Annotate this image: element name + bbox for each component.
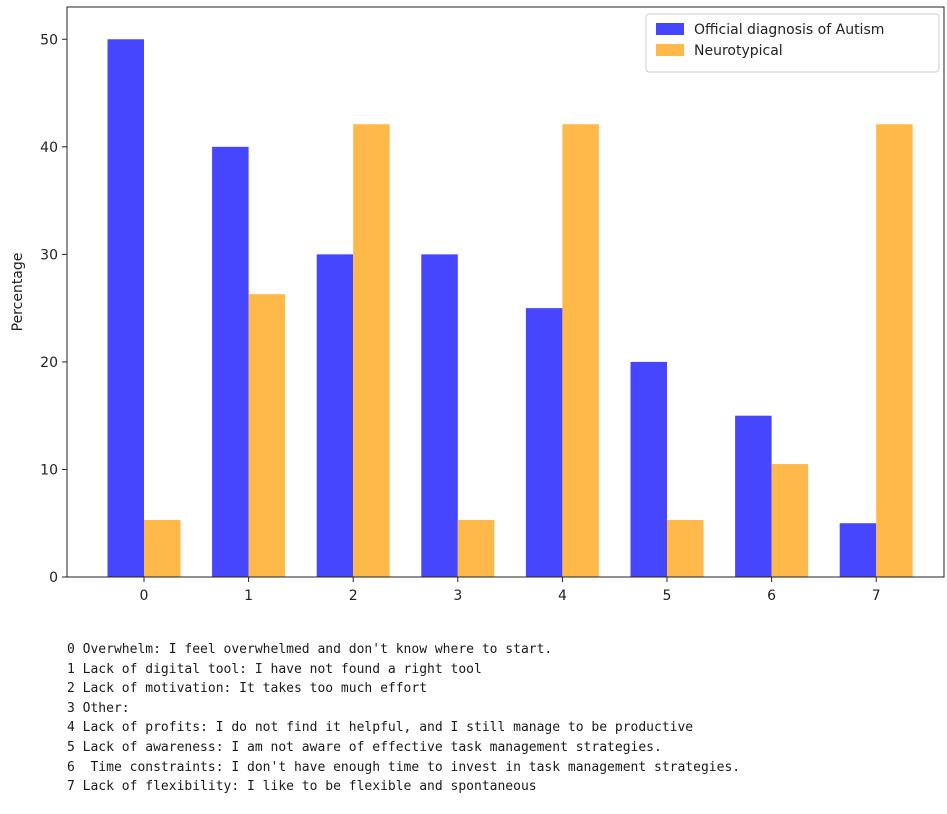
bar-autism-5 bbox=[630, 361, 667, 577]
x-tick-label: 1 bbox=[244, 588, 253, 604]
y-tick-label: 20 bbox=[40, 355, 58, 371]
bar-neurotypical-3 bbox=[457, 520, 495, 577]
bar-autism-3 bbox=[421, 254, 458, 577]
plot-frame bbox=[66, 6, 945, 578]
y-tick-label: 30 bbox=[40, 247, 58, 263]
bar-autism-6 bbox=[735, 415, 772, 577]
bar-neurotypical-6 bbox=[771, 464, 809, 577]
category-note: 6 Time constraints: I don't have enough … bbox=[67, 759, 741, 775]
bar-neurotypical-5 bbox=[667, 520, 704, 577]
category-note: 3 Other: bbox=[67, 700, 130, 716]
bar-neurotypical-4 bbox=[562, 124, 599, 578]
category-note: 7 Lack of flexibility: I like to be flex… bbox=[67, 779, 537, 795]
x-tick-label: 5 bbox=[663, 588, 672, 604]
legend-swatch bbox=[656, 44, 684, 56]
bar-autism-4 bbox=[525, 308, 563, 577]
bar-neurotypical-1 bbox=[248, 294, 286, 577]
legend-label: Neurotypical bbox=[694, 43, 783, 59]
x-tick-label: 4 bbox=[558, 588, 567, 604]
y-tick-label: 10 bbox=[40, 462, 58, 478]
x-tick-label: 7 bbox=[872, 588, 881, 604]
x-tick-label: 2 bbox=[349, 588, 358, 604]
y-axis-label: Percentage bbox=[10, 253, 26, 332]
legend-box bbox=[645, 13, 940, 73]
category-note: 5 Lack of awareness: I am not aware of e… bbox=[67, 739, 662, 755]
bar-chart: Percentage 0 10 20 30 40 50 0 1 2 3 4 5 6 7 Official d… bbox=[10, 6, 945, 604]
x-tick-label: 3 bbox=[453, 588, 462, 604]
bar-autism-2 bbox=[316, 254, 354, 577]
category-note: 0 Overwhelm: I feel overwhelmed and don'… bbox=[67, 642, 553, 657]
bar-autism-7 bbox=[839, 523, 877, 577]
bar-neurotypical-2 bbox=[353, 124, 390, 578]
bar-autism-0 bbox=[107, 39, 144, 577]
category-note: 4 Lack of profits: I do not find it help… bbox=[67, 720, 694, 736]
y-tick-label: 0 bbox=[49, 570, 58, 586]
legend-swatch bbox=[656, 23, 684, 35]
bar-neurotypical-0 bbox=[144, 520, 181, 577]
legend-label: Official diagnosis of Autism bbox=[694, 22, 884, 38]
x-tick-label: 0 bbox=[140, 588, 149, 604]
bar-autism-1 bbox=[212, 146, 249, 577]
category-note: 1 Lack of digital tool: I have not found… bbox=[67, 661, 482, 677]
x-tick-label: 6 bbox=[767, 588, 776, 604]
category-note: 2 Lack of motivation: It takes too much … bbox=[67, 681, 428, 697]
y-tick-label: 40 bbox=[40, 140, 58, 156]
bar-neurotypical-7 bbox=[876, 124, 913, 578]
category-notes: 0 Overwhelm: I feel overwhelmed and don'… bbox=[67, 640, 740, 797]
y-tick-label: 50 bbox=[40, 32, 58, 48]
